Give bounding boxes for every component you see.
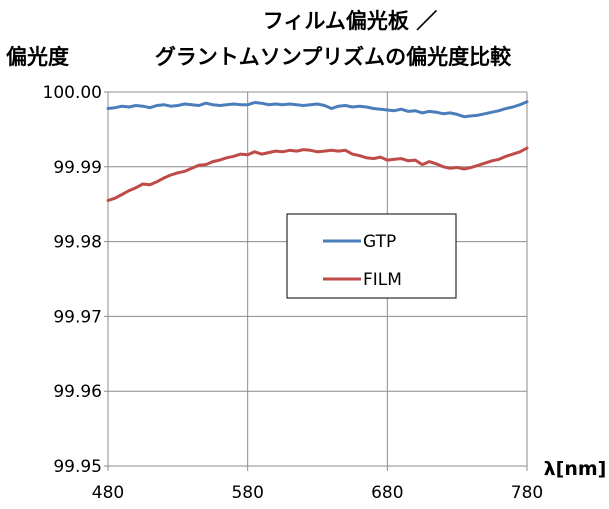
- series-line-film: [106, 146, 529, 202]
- legend-label-film: FILM: [363, 270, 402, 290]
- y-tick-label: 99.99: [53, 158, 102, 178]
- x-tick-label: 680: [371, 483, 403, 503]
- y-tick-labels: 99.95 99.96 99.97 99.98 99.99 100.00: [43, 83, 102, 477]
- y-tick-label: 99.97: [53, 307, 102, 327]
- x-tick-labels: 480 580 680 780: [92, 483, 543, 503]
- series-line-gtp: [106, 100, 529, 119]
- chart-subtitle: グラントムソンプリズムの偏光度比較: [155, 45, 512, 69]
- legend: GTP FILM: [286, 213, 457, 299]
- x-tick-label: 480: [92, 483, 124, 503]
- y-tick-label: 99.96: [53, 382, 102, 402]
- x-axis-label: λ[nm]: [544, 458, 607, 480]
- data-series: [106, 100, 529, 202]
- y-axis-label: 偏光度: [6, 45, 69, 69]
- y-tick-label: 100.00: [43, 83, 102, 103]
- legend-box: [286, 213, 457, 299]
- legend-label-gtp: GTP: [363, 232, 396, 252]
- axes: [104, 91, 528, 471]
- x-tick-label: 780: [511, 483, 543, 503]
- y-tick-label: 99.98: [53, 233, 102, 253]
- chart-title: フィルム偏光板 ／: [263, 9, 437, 33]
- x-tick-label: 580: [231, 483, 263, 503]
- y-tick-label: 99.95: [53, 457, 102, 477]
